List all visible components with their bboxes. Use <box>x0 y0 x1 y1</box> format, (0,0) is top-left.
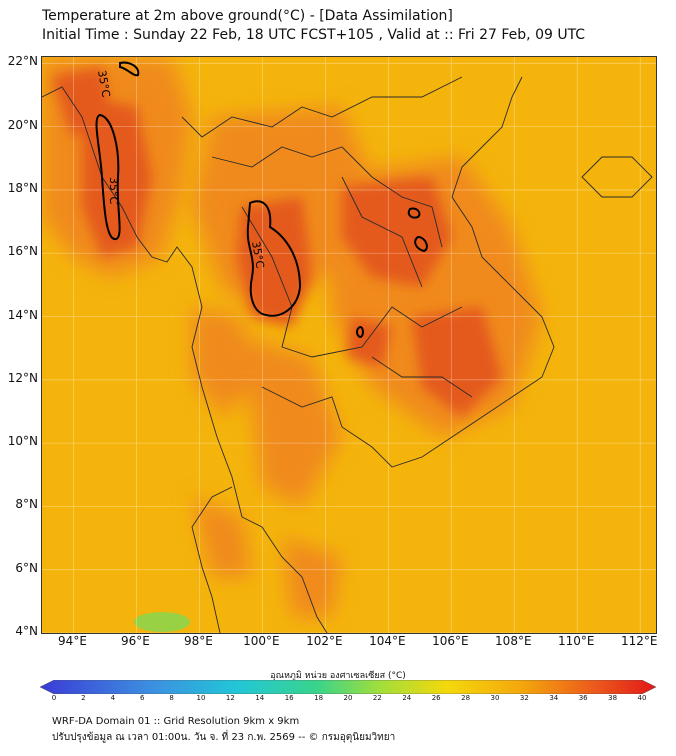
longitude-label: 108°E <box>495 634 532 648</box>
colorbar-gradient <box>40 680 656 694</box>
latitude-label: 12°N <box>7 370 38 385</box>
colorbar-tick-label: 38 <box>608 694 618 702</box>
colorbar-tick-label: 4 <box>110 694 116 702</box>
colorbar-tick-label: 0 <box>51 694 57 702</box>
contour-35c <box>95 61 428 339</box>
colorbar-tick-label: 8 <box>169 694 174 702</box>
latitude-label: 20°N <box>7 117 38 132</box>
longitude-label: 106°E <box>432 634 469 648</box>
longitude-label: 112°E <box>621 634 658 648</box>
map-panel: 35°C 35°C 35°C <box>41 56 657 634</box>
latitude-label: 4°N <box>15 624 38 638</box>
longitude-label: 110°E <box>558 634 595 648</box>
colorbar-tick-label: 32 <box>519 694 529 702</box>
colorbar-tick-label: 2 <box>81 694 86 702</box>
longitude-label: 98°E <box>183 634 213 648</box>
colorbar <box>40 680 656 694</box>
colorbar-tick-label: 28 <box>461 694 471 702</box>
latitude-label: 18°N <box>7 180 38 195</box>
colorbar-tick-label: 20 <box>343 694 353 702</box>
colorbar-tick-label: 24 <box>402 694 412 702</box>
latitude-label: 22°N <box>7 54 38 69</box>
longitude-label: 102°E <box>306 634 343 648</box>
temperature-map: 35°C 35°C 35°C <box>42 57 656 633</box>
map-subtitle: Initial Time : Sunday 22 Feb, 18 UTC FCS… <box>42 27 586 43</box>
colorbar-tick-label: 22 <box>372 694 382 702</box>
contour-label: 35°C <box>107 177 120 204</box>
colorbar-tick-label: 36 <box>578 694 588 702</box>
latitude-label: 6°N <box>15 560 38 575</box>
colorbar-tick-label: 14 <box>255 694 265 702</box>
footer-update-info: ปรับปรุงข้อมูล ณ เวลา 01:00น. วัน จ. ที่… <box>52 732 396 743</box>
colorbar-tick-label: 16 <box>284 694 294 702</box>
colorbar-title: อุณหภูมิ หน่วย องศาเซลเซียส (°C) <box>270 671 406 681</box>
colorbar-tick-label: 10 <box>196 694 206 702</box>
colorbar-tick-label: 34 <box>549 694 559 702</box>
map-title: Temperature at 2m above ground(°C) - [Da… <box>42 8 453 24</box>
latitude-label: 10°N <box>7 434 38 449</box>
colorbar-tick-label: 40 <box>637 694 647 702</box>
cool-spot <box>134 612 190 632</box>
colorbar-tick-label: 30 <box>490 694 500 702</box>
longitude-label: 96°E <box>121 634 150 648</box>
footer-grid-info: WRF-DA Domain 01 :: Grid Resolution 9km … <box>52 716 300 727</box>
latitude-label: 16°N <box>7 244 38 259</box>
latitude-label: 8°N <box>15 497 38 512</box>
colorbar-tick-label: 6 <box>139 694 145 702</box>
colorbar-tick-label: 12 <box>225 694 235 702</box>
longitude-label: 94°E <box>58 634 87 648</box>
warm-zones <box>42 57 542 617</box>
coastlines-borders <box>42 76 653 633</box>
latitude-label: 14°N <box>7 307 38 322</box>
longitude-label: 100°E <box>243 634 280 648</box>
contour-label: 35°C <box>249 240 267 269</box>
contour-label: 35°C <box>95 69 113 98</box>
colorbar-tick-label: 18 <box>314 694 324 702</box>
longitude-label: 104°E <box>369 634 406 648</box>
colorbar-tick-label: 26 <box>431 694 441 702</box>
